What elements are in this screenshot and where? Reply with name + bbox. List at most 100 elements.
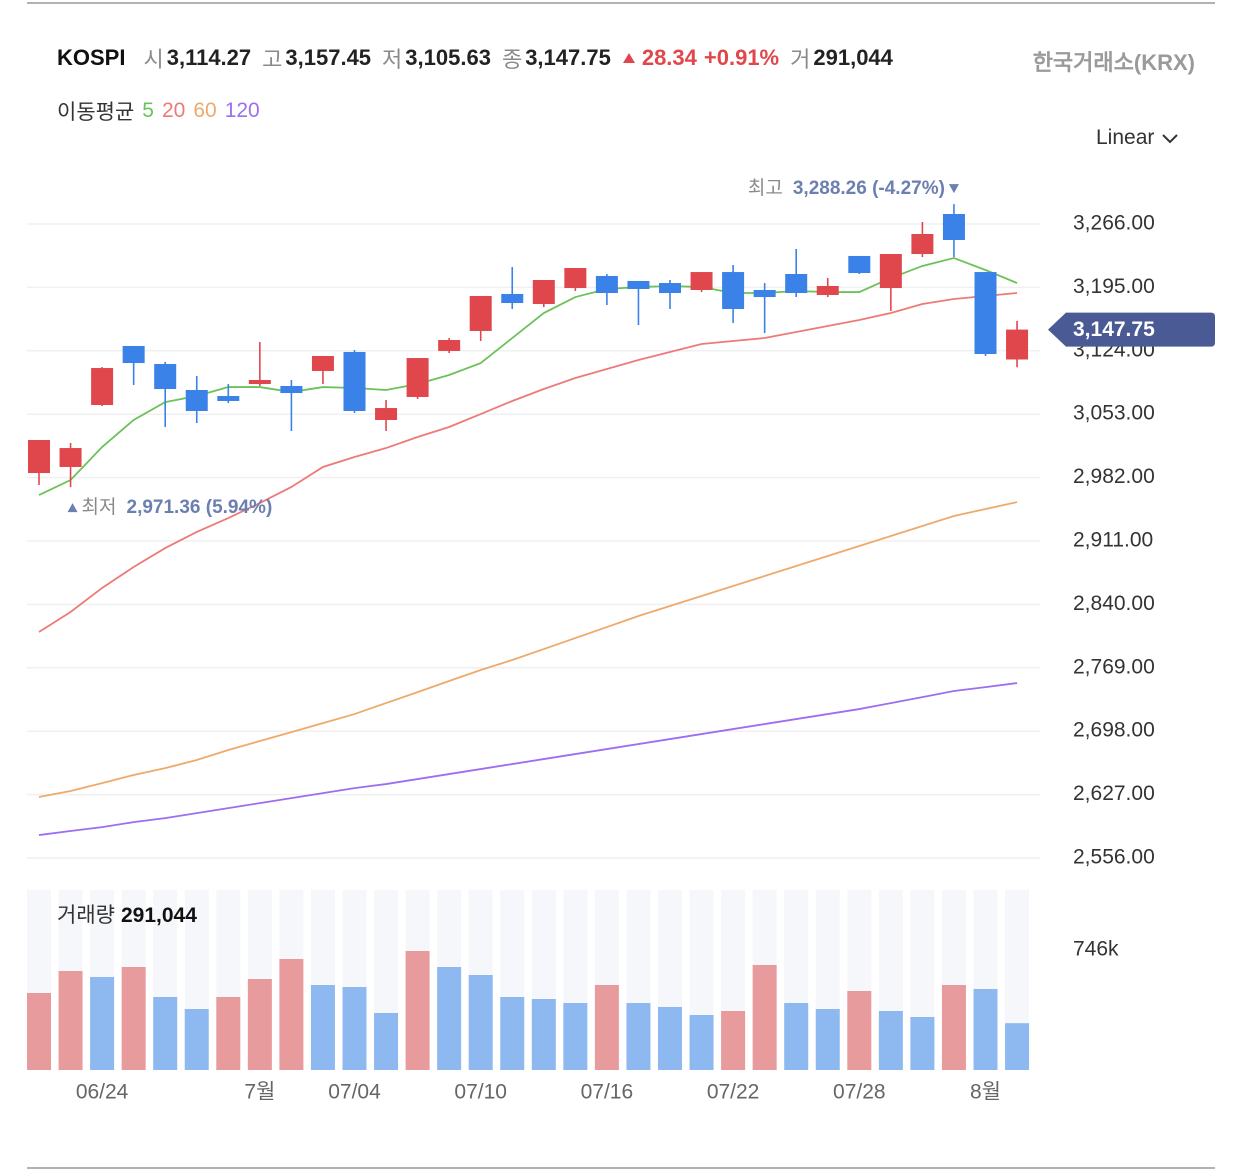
- volume-value: 291,044: [813, 45, 893, 70]
- y-tick-label: 2,556.00: [1073, 846, 1155, 869]
- field-label: 종: [501, 47, 523, 72]
- field-label: 저: [382, 47, 403, 72]
- volume-bar: [563, 1003, 588, 1070]
- candle-body: [343, 351, 366, 411]
- volume-bar: [342, 986, 367, 1070]
- volume-bar: [374, 1012, 399, 1070]
- volume-bar: [658, 1006, 682, 1070]
- ma-label: 이동평균: [57, 101, 135, 124]
- candle-body: [154, 364, 177, 390]
- ma-line: [38, 257, 1018, 496]
- volume-bar: [910, 1016, 935, 1070]
- field-value: 3,114.27: [166, 45, 252, 70]
- field-label: 고: [262, 47, 283, 72]
- y-tick-label: 2,982.00: [1073, 465, 1155, 488]
- scale-mode[interactable]: Linear: [1096, 126, 1155, 149]
- price-tag-label: 3,147.75: [1073, 318, 1155, 341]
- x-tick-label: 07/10: [454, 1081, 507, 1104]
- candle-body: [28, 440, 50, 474]
- x-tick-label: 07/04: [328, 1081, 381, 1104]
- source: 한국거래소(KRX): [1032, 50, 1195, 75]
- volume-bar: [27, 992, 51, 1070]
- volume-tick-label: 746k: [1073, 938, 1119, 961]
- volume-bar: [847, 991, 872, 1070]
- ma-legend-item: 120: [224, 99, 260, 122]
- ma-line: [38, 292, 1018, 633]
- volume-bar: [153, 997, 178, 1070]
- volume-bar: [500, 997, 525, 1070]
- change-pct: +0.91%: [703, 45, 780, 70]
- low-marker: [67, 503, 78, 513]
- candle-body: [974, 272, 997, 355]
- x-tick-label: 07/16: [581, 1081, 634, 1104]
- volume-title-value: 291,044: [121, 904, 197, 927]
- candle-body: [217, 395, 240, 401]
- y-tick-label: 2,840.00: [1073, 592, 1155, 615]
- volume-bar: [941, 985, 966, 1070]
- low-label: 최저: [82, 496, 117, 518]
- candle-body: [91, 368, 114, 406]
- candle-body: [532, 279, 555, 305]
- volume-bar: [752, 964, 777, 1070]
- ma-legend: 이동평균 5 20 60 120: [57, 96, 268, 126]
- volume-bar: [121, 967, 146, 1070]
- volume-bar: [310, 985, 335, 1070]
- low-annotation: 최저 2,971.36 (5.94%): [82, 496, 273, 518]
- volume-bar: [973, 988, 998, 1070]
- candle-body: [753, 289, 776, 298]
- volume-bar: [721, 1010, 746, 1070]
- y-tick-label: 3,053.00: [1073, 402, 1155, 425]
- volume-bar: [58, 971, 83, 1070]
- candle-body: [501, 294, 524, 304]
- field-value: 3,105.63: [405, 45, 491, 70]
- volume-title: 거래량 291,044: [57, 904, 197, 927]
- candle-body: [469, 295, 492, 331]
- candle-body: [690, 272, 713, 290]
- candle-body: [564, 268, 587, 289]
- volume-label: 거: [790, 47, 811, 72]
- volume-bar: [247, 979, 272, 1070]
- candle-body: [785, 274, 808, 294]
- volume-bar: [279, 958, 304, 1070]
- price-tag: [1048, 312, 1215, 347]
- volume-bar: [468, 974, 493, 1070]
- candle-body: [438, 339, 461, 351]
- y-tick-label: 3,266.00: [1073, 212, 1155, 235]
- scale-toggle[interactable]: Linear: [1096, 126, 1180, 150]
- high-annotation: 최고 3,288.26 (-4.27%): [748, 177, 945, 199]
- candle-body: [848, 255, 871, 274]
- volume-bar: [90, 976, 115, 1070]
- ma-line: [38, 501, 1018, 798]
- x-tick-label: 7월: [244, 1081, 275, 1104]
- change: 28.34: [641, 45, 697, 70]
- volume-bar: [878, 1010, 903, 1070]
- y-tick-label: 2,769.00: [1073, 655, 1155, 678]
- candle-body: [659, 283, 681, 294]
- header-row: KOSPI 시 3,114.27 고 3,157.45 저 3,105.63 종 3,147.…: [57, 42, 904, 74]
- candle-body: [879, 254, 902, 289]
- candle-body: [627, 280, 650, 290]
- symbol: KOSPI: [57, 45, 126, 70]
- candle-body: [185, 390, 208, 411]
- low-text: 2,971.36 (5.94%): [127, 497, 273, 518]
- x-tick-label: 07/28: [833, 1081, 886, 1104]
- volume-bar: [405, 950, 430, 1070]
- y-tick-label: 2,698.00: [1073, 719, 1155, 742]
- field-label: 시: [143, 47, 164, 72]
- chevron: [1162, 134, 1179, 144]
- volume-bar: [1005, 1023, 1030, 1070]
- ma-legend-item: 60: [193, 99, 217, 122]
- candle-body: [1006, 329, 1029, 360]
- high-text: 3,288.26 (-4.27%): [793, 178, 945, 199]
- candle-body: [375, 408, 398, 421]
- volume-title-label: 거래량: [57, 904, 115, 927]
- candle-body: [311, 355, 334, 371]
- high-marker: [948, 184, 959, 194]
- high-label: 최고: [748, 177, 783, 199]
- ma-line: [38, 682, 1018, 836]
- volume-bar: [531, 998, 556, 1070]
- volume-bar: [815, 1009, 840, 1070]
- field-value: 3,157.45: [285, 45, 372, 70]
